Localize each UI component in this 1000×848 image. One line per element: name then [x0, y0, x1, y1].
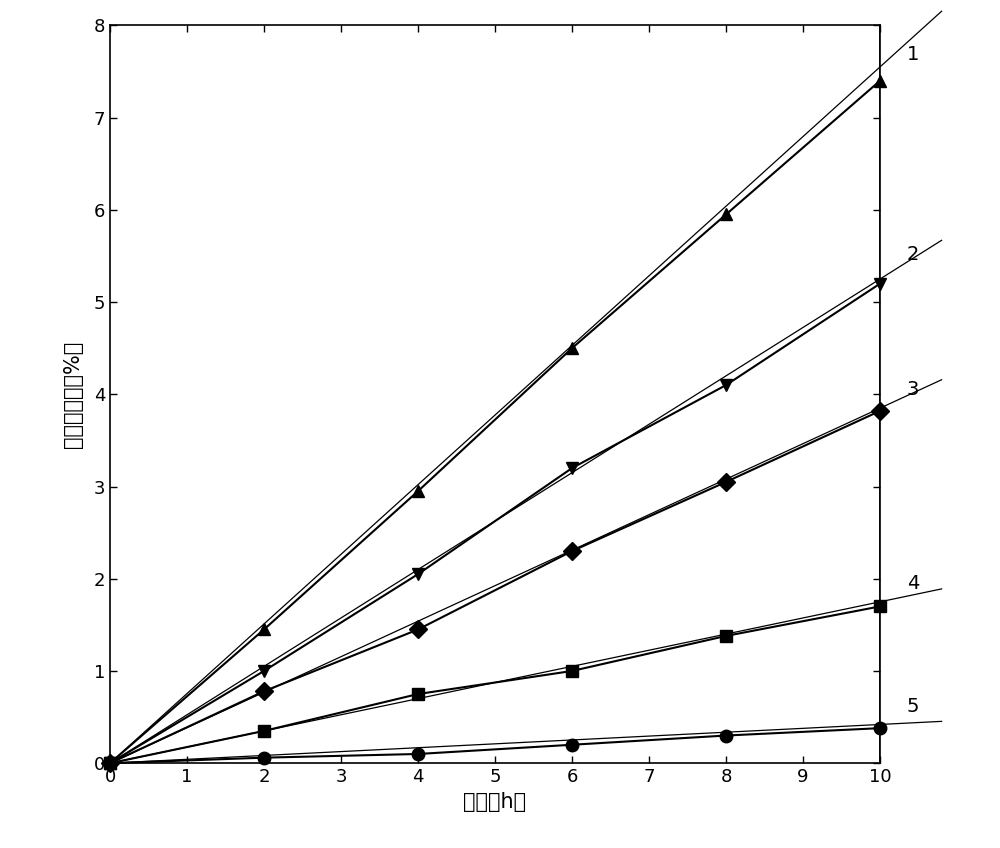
Text: 1: 1	[907, 46, 919, 64]
Text: 3: 3	[907, 380, 919, 399]
Text: 5: 5	[907, 696, 919, 716]
Text: 2: 2	[907, 244, 919, 264]
Y-axis label: 质量失重率（%）: 质量失重率（%）	[63, 341, 83, 448]
Text: 4: 4	[907, 574, 919, 593]
X-axis label: 时间（h）: 时间（h）	[463, 792, 527, 812]
